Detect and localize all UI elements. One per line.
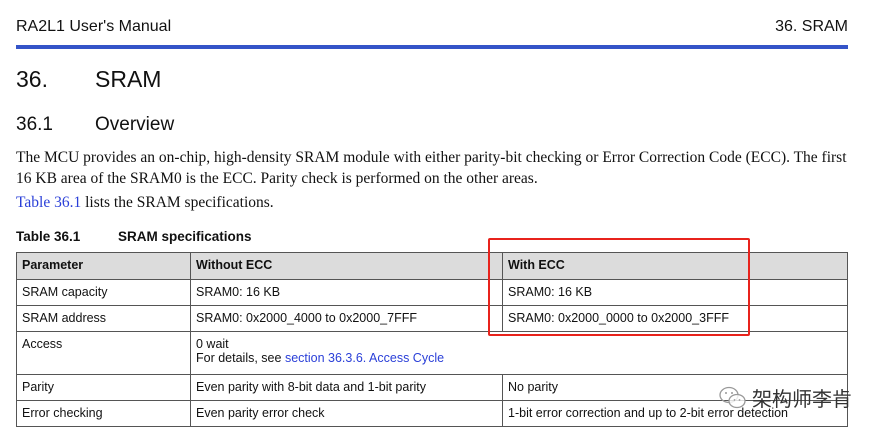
table-cell: SRAM0: 0x2000_0000 to 0x2000_3FFF xyxy=(502,305,848,332)
table-cell: SRAM address xyxy=(16,305,191,332)
table-cell: No parity xyxy=(502,374,848,401)
table-reference-paragraph: Table 36.1 lists the SRAM specifications… xyxy=(16,194,856,212)
column-header: Without ECC xyxy=(190,252,503,280)
table-cell: 1-bit error correction and up to 2-bit e… xyxy=(502,400,848,427)
table-cell: Error checking xyxy=(16,400,191,427)
table-cell: SRAM capacity xyxy=(16,279,191,306)
table-row: Access 0 wait For details, see section 36… xyxy=(16,331,848,375)
table-row: Error checking Even parity error check 1… xyxy=(16,400,848,427)
table-cell: SRAM0: 16 KB xyxy=(502,279,848,306)
chapter-title: SRAM xyxy=(95,66,162,92)
table-caption-number: Table 36.1 xyxy=(16,229,81,244)
table-cell: SRAM0: 0x2000_4000 to 0x2000_7FFF xyxy=(190,305,503,332)
table-cell: 0 wait For details, see section 36.3.6. A… xyxy=(190,331,848,375)
header-chapter: 36. SRAM xyxy=(775,18,848,35)
table-link[interactable]: Table 36.1 xyxy=(16,194,82,211)
table-cell: Access xyxy=(16,331,191,375)
details-prefix: For details, see xyxy=(196,351,285,365)
header-divider xyxy=(16,45,848,49)
sram-spec-table: Parameter Without ECC With ECC SRAM capa… xyxy=(16,252,848,427)
table-row: Parity Even parity with 8-bit data and 1… xyxy=(16,374,848,401)
column-header: Parameter xyxy=(16,252,191,280)
watermark-text: 架构师李肯 xyxy=(752,389,852,411)
watermark: 架构师李肯 xyxy=(718,383,852,412)
table-row: SRAM address SRAM0: 0x2000_4000 to 0x200… xyxy=(16,305,848,332)
table-cell: SRAM0: 16 KB xyxy=(190,279,503,306)
table-cell: Parity xyxy=(16,374,191,401)
header-manual-title: RA2L1 User's Manual xyxy=(16,18,172,35)
highlight-box xyxy=(488,238,750,336)
section-number: 36.1 xyxy=(16,114,53,135)
table-row: SRAM capacity SRAM0: 16 KB SRAM0: 16 KB xyxy=(16,279,848,306)
access-cycle-link[interactable]: section 36.3.6. Access Cycle xyxy=(284,351,445,365)
chapter-number: 36. xyxy=(16,66,48,92)
access-wait: 0 wait xyxy=(196,337,229,351)
access-details: For details, see section 36.3.6. Access … xyxy=(196,351,842,365)
table-cell: Even parity with 8-bit data and 1-bit pa… xyxy=(190,374,503,401)
overview-paragraph: The MCU provides an on-chip, high-densit… xyxy=(16,149,847,187)
wechat-icon xyxy=(719,386,746,408)
paragraph-text: lists the SRAM specifications. xyxy=(81,194,274,211)
table-cell: Even parity error check xyxy=(190,400,503,427)
table-caption-title: SRAM specifications xyxy=(118,229,252,244)
section-title: Overview xyxy=(95,114,175,135)
